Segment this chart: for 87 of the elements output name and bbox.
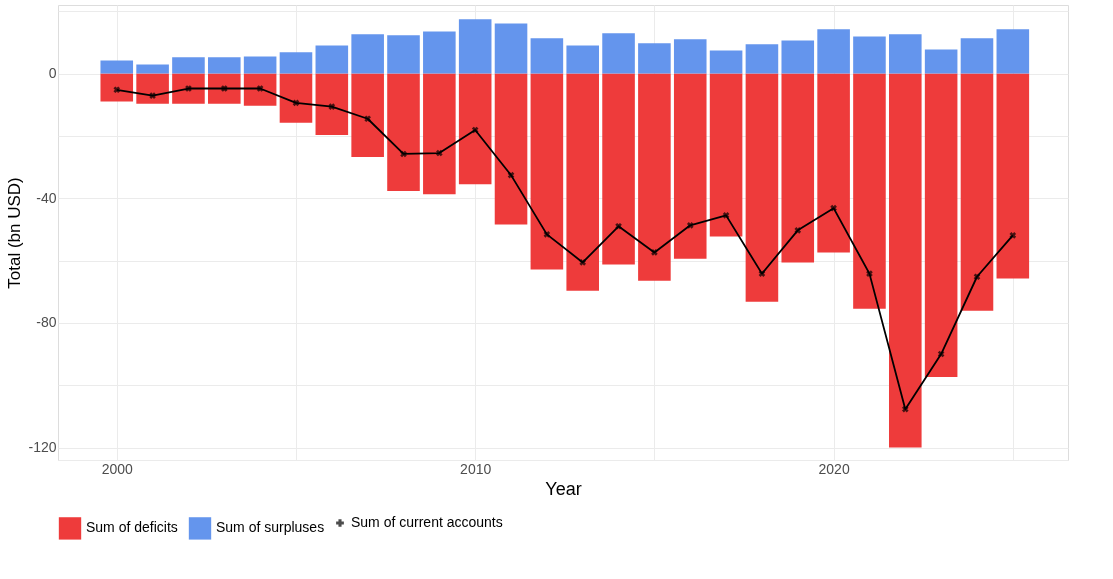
point: [794, 227, 802, 234]
bar: [530, 38, 564, 74]
bar: [566, 73, 599, 291]
bar: [387, 73, 420, 192]
bar: [817, 73, 850, 253]
x-tick-label: 2000: [101, 460, 134, 477]
point: [579, 259, 587, 266]
bar: [889, 73, 922, 448]
bar: [996, 73, 1030, 279]
bar: [602, 33, 635, 74]
bar: [781, 73, 815, 263]
bar: [243, 73, 277, 106]
point: [615, 222, 622, 230]
point: [256, 85, 264, 92]
x-tick-label: 2010: [460, 460, 492, 477]
bar: [351, 73, 384, 158]
point: [507, 171, 515, 179]
point: [937, 350, 945, 358]
bar: [781, 40, 815, 74]
bar: [889, 34, 922, 74]
bar: [745, 73, 779, 302]
point: [113, 86, 121, 94]
bar: [458, 19, 492, 74]
legend-label: Sum of deficits: [86, 519, 178, 536]
bar: [172, 57, 205, 74]
point: [830, 204, 837, 212]
bar: [709, 73, 743, 237]
bar: [279, 73, 313, 123]
point: [364, 115, 371, 123]
point: [471, 126, 479, 134]
bar: [423, 73, 456, 195]
bar: [315, 73, 349, 135]
bar: [136, 64, 169, 74]
bar: [315, 45, 349, 74]
bar: [602, 73, 635, 265]
point: [292, 99, 300, 107]
x-tick-label: 2020: [818, 460, 850, 477]
y-tick-label: 0: [48, 65, 57, 82]
bar: [458, 73, 492, 185]
bar: [494, 73, 528, 225]
point: [328, 103, 336, 110]
point: [149, 92, 156, 100]
bar: [996, 29, 1030, 74]
bar: [673, 73, 707, 259]
point: [400, 150, 407, 158]
bar: [351, 34, 384, 74]
legend-label: Sum of current accounts: [351, 514, 503, 530]
x-axis-title: Year: [545, 478, 582, 499]
point: [973, 273, 981, 281]
bar: [853, 36, 886, 74]
point: [686, 222, 694, 229]
bar: [853, 73, 886, 309]
y-tick-label: -80: [36, 314, 57, 331]
point: [543, 231, 551, 238]
point: [436, 149, 443, 157]
bar: [208, 57, 241, 74]
bar: [494, 23, 528, 74]
bar: [136, 73, 169, 104]
bar: [924, 49, 958, 74]
point: [901, 405, 909, 413]
bar: [817, 29, 850, 74]
point: [722, 212, 730, 219]
point: [1009, 231, 1017, 239]
bar: [638, 43, 671, 74]
bar: [709, 50, 743, 74]
bar: [673, 39, 707, 74]
bar: [208, 73, 241, 104]
legend-label: Sum of surpluses: [216, 519, 325, 536]
bar: [172, 73, 205, 104]
bar: [100, 73, 134, 102]
y-tick-label: -120: [28, 439, 57, 456]
bar: [924, 73, 958, 378]
bar: [279, 52, 313, 74]
bar: [530, 73, 564, 270]
point: [220, 85, 228, 92]
bar: [960, 38, 994, 74]
bar: [423, 31, 456, 74]
y-tick-label: -40: [36, 189, 57, 206]
bar: [243, 56, 277, 74]
bar: [100, 60, 134, 74]
y-axis-title: Total (bn USD): [5, 177, 25, 289]
bar: [960, 73, 994, 311]
bar: [638, 73, 671, 281]
bar: [745, 44, 779, 74]
bar: [387, 35, 420, 74]
point: [758, 270, 766, 277]
bar: [566, 45, 599, 74]
